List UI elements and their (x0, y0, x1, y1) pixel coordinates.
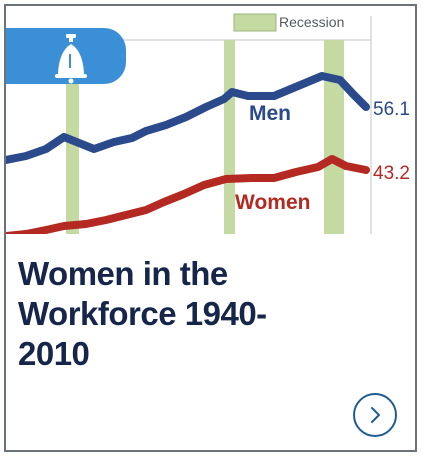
legend-label: Recession (279, 14, 344, 30)
series-line-men (6, 72, 370, 164)
card-title-line: Workforce 1940- (18, 295, 267, 332)
series-end-value-men: 56.1 (373, 99, 410, 120)
recession-bar (324, 40, 344, 234)
legend-swatch (233, 13, 277, 32)
series-end-value-women: 43.2 (373, 163, 410, 184)
card-title-line: Women in the (18, 255, 228, 292)
chevron-right-icon (371, 407, 380, 423)
chart-thumbnail: Recession Men Women 56.1 43.2 (6, 6, 415, 234)
card-title[interactable]: Women in the Workforce 1940- 2010 (18, 254, 318, 374)
article-card[interactable]: Recession Men Women 56.1 43.2 Women in t… (4, 4, 417, 452)
series-line-women (6, 155, 370, 234)
workforce-chart: Recession Men Women 56.1 43.2 (6, 13, 410, 234)
series-label-women: Women (235, 191, 310, 214)
card-title-line: 2010 (18, 335, 90, 372)
recession-bar (224, 40, 235, 234)
open-article-button[interactable] (353, 393, 397, 437)
series-label-men: Men (249, 102, 291, 125)
